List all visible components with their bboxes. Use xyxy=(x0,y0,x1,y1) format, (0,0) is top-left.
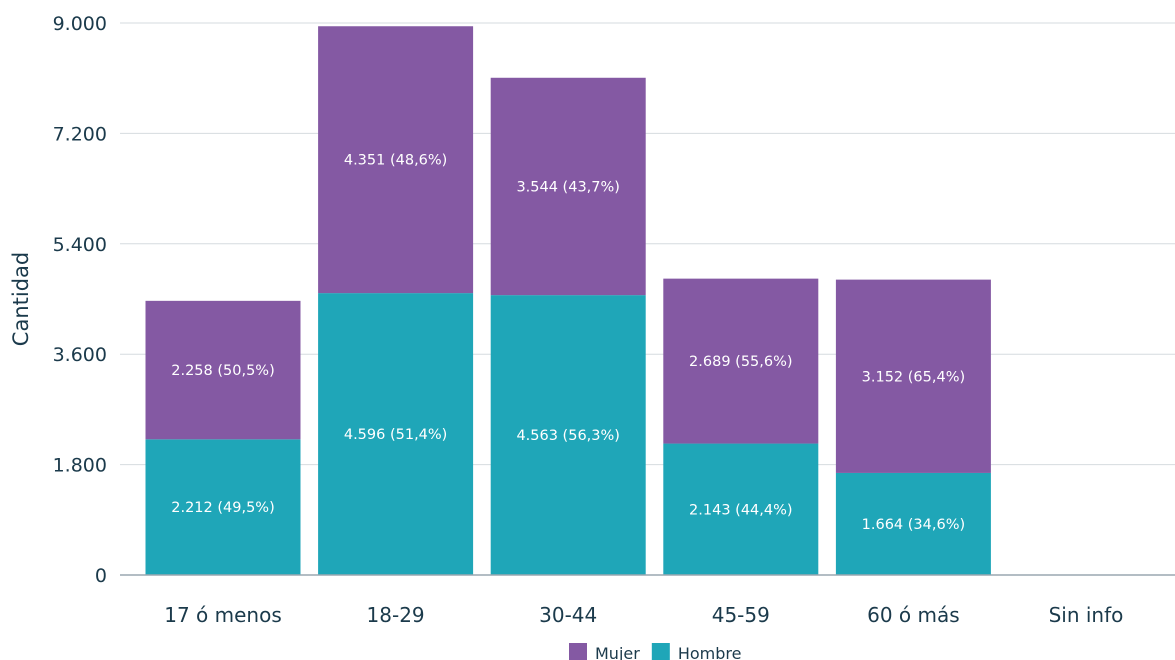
data-label-hombre: 4.596 (51,4%) xyxy=(344,427,448,443)
bars xyxy=(145,26,991,575)
bar-hombre xyxy=(490,295,646,575)
bar-hombre xyxy=(318,293,474,575)
legend: Mujer Hombre xyxy=(569,643,741,660)
y-tick-label: 7.200 xyxy=(53,123,107,145)
y-axis-title: Cantidad xyxy=(9,252,33,346)
data-label-mujer: 2.258 (50,5%) xyxy=(171,363,275,379)
y-tick-label: 0 xyxy=(95,565,107,587)
y-tick-label: 1.800 xyxy=(53,455,107,477)
y-axis-ticks: 0 1.800 3.600 5.400 7.200 9.000 xyxy=(53,13,107,587)
data-label-hombre: 2.143 (44,4%) xyxy=(689,502,793,518)
y-tick-label: 9.000 xyxy=(53,13,107,35)
x-category-label: 45-59 xyxy=(712,603,770,627)
data-labels: 2.212 (49,5%) 2.258 (50,5%) 4.596 (51,4%) 4… xyxy=(171,153,965,533)
y-tick-label: 5.400 xyxy=(53,234,107,256)
data-label-hombre: 4.563 (56,3%) xyxy=(516,428,620,444)
bar-hombre xyxy=(145,439,301,575)
data-label-mujer: 2.689 (55,6%) xyxy=(689,354,793,370)
x-axis-categories: 17 ó menos 18-29 30-44 45-59 60 ó más Sin inf… xyxy=(164,603,1123,627)
bar-mujer xyxy=(145,300,301,440)
x-category-label: 17 ó menos xyxy=(164,603,282,627)
legend-swatch-hombre xyxy=(651,643,670,660)
x-category-label: 18-29 xyxy=(367,603,425,627)
legend-label-mujer: Mujer xyxy=(595,644,640,660)
x-category-label: Sin info xyxy=(1049,603,1124,627)
data-label-hombre: 1.664 (34,6%) xyxy=(862,517,966,533)
bar-mujer xyxy=(663,278,819,444)
legend-swatch-mujer xyxy=(569,643,587,660)
bar-hombre xyxy=(835,472,991,575)
data-label-mujer: 3.544 (43,7%) xyxy=(516,179,620,195)
legend-label-hombre: Hombre xyxy=(678,644,742,660)
y-tick-label: 3.600 xyxy=(53,344,107,366)
bar-hombre xyxy=(663,443,819,575)
bar-mujer xyxy=(835,279,991,473)
bar-mujer xyxy=(318,26,474,294)
x-category-label: 60 ó más xyxy=(867,603,960,627)
data-label-mujer: 3.152 (65,4%) xyxy=(862,369,966,385)
data-label-hombre: 2.212 (49,5%) xyxy=(171,500,275,516)
bar-mujer xyxy=(490,77,646,296)
x-category-label: 30-44 xyxy=(539,603,597,627)
data-label-mujer: 4.351 (48,6%) xyxy=(344,153,448,169)
